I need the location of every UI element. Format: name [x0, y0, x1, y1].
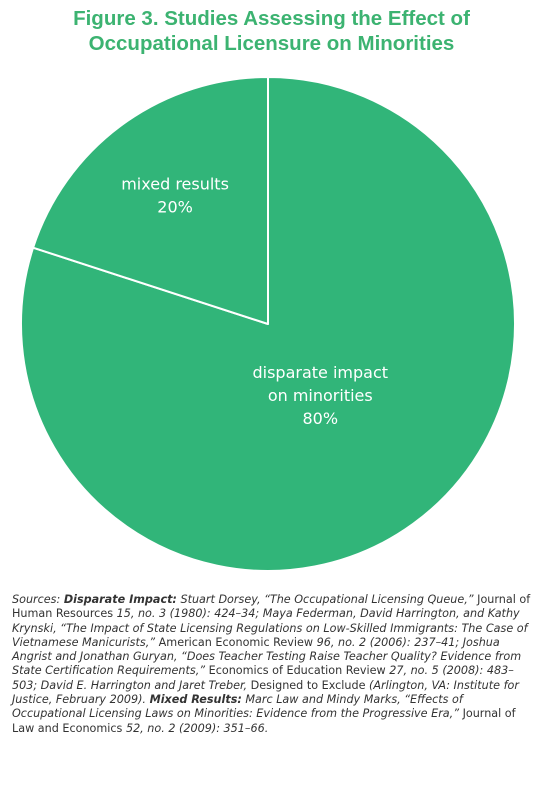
journal-economics-education-review: Economics of Education Review: [208, 664, 386, 678]
chart-title-line-1: Figure 3. Studies Assessing the Effect o…: [73, 7, 470, 30]
pie-chart: disparate impact on minorities 80% mixed re…: [20, 76, 516, 572]
pie-labels: disparate impact on minorities 80% mixed re…: [121, 175, 388, 428]
chart-title: Figure 3. Studies Assessing the Effect o…: [0, 6, 543, 56]
journal-law-and-economics: Journal of Law and Economics: [12, 707, 516, 735]
pie-slice-label-line-1-0: mixed results: [121, 175, 229, 194]
book-designed-to-exclude: Designed to Exclude: [250, 678, 366, 692]
source-text-m3: 52, no. 2 (2009): 351–66.: [122, 721, 269, 735]
source-text-m1: Marc Law and Mindy Marks, “Effects of Oc…: [12, 693, 463, 721]
pie-slice-label-line-0-1: on minorities: [268, 386, 373, 405]
sources-note: Sources: Disparate Impact: Stuart Dorsey…: [12, 593, 534, 736]
pie-slice-1: [32, 76, 269, 325]
source-text-d9: (Arlington, VA: Institute for Justice, F…: [12, 678, 519, 707]
pie-slice-value-0: 80%: [302, 409, 338, 428]
pie-slice-label-1: mixed results 20%: [121, 175, 229, 217]
pie-slice-value-1: 20%: [157, 198, 193, 217]
chart-title-line-2: Occupational Licensure on Minorities: [88, 32, 455, 55]
source-text-d1: Stuart Dorsey, “The Occupational Licensi…: [176, 593, 478, 606]
pie-slice-label-line-0-0: disparate impact: [252, 363, 388, 382]
source-text-d3: 15, no. 3 (1980): 424–34; Maya Federman,…: [12, 607, 528, 649]
disparate-impact-heading: Disparate Impact:: [63, 593, 177, 606]
pie-slices: [20, 76, 516, 572]
source-text-d7: 27, no. 5 (2008): 483–503; David E. Harr…: [12, 664, 514, 692]
journal-human-resources: Journal of Human Resources: [12, 593, 531, 621]
pie-slice-label-0: disparate impact on minorities 80%: [252, 363, 388, 428]
source-text-d5: 96, no. 2 (2006): 237–41; Joshua Angrist…: [12, 635, 522, 678]
mixed-results-heading: Mixed Results:: [149, 693, 242, 707]
journal-american-economic-review: American Economic Review: [158, 635, 314, 649]
sources-intro: Sources:: [12, 593, 64, 606]
pie-slice-0: [20, 76, 516, 572]
